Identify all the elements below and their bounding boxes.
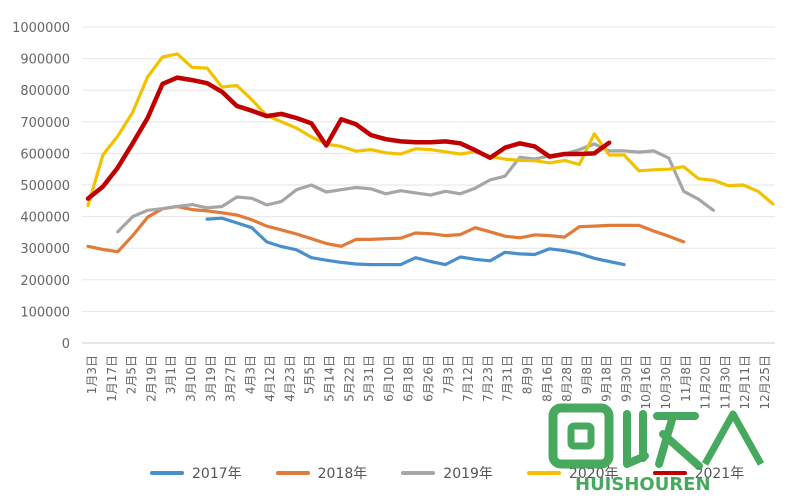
y-tick-label: 800000: [20, 84, 70, 99]
x-tick-label: 12月11日: [738, 355, 752, 410]
x-tick-label: 7月23日: [481, 355, 495, 402]
x-tick-label: 1月3日: [85, 355, 99, 394]
y-tick-label: 300000: [20, 242, 70, 257]
x-tick-label: 8月16日: [540, 355, 554, 402]
y-tick-label: 500000: [20, 179, 70, 194]
x-tick-label: 6月18日: [402, 355, 416, 402]
y-tick-label: 1000000: [12, 21, 70, 36]
legend-swatch-2019: [401, 471, 436, 475]
legend-label-2017: 2017年: [192, 466, 242, 482]
legend-item-2017: 2017年: [150, 463, 242, 483]
y-tick-label: 400000: [20, 211, 70, 226]
x-tick-label: 9月30日: [619, 355, 633, 402]
x-tick-label: 7月31日: [501, 355, 515, 402]
x-tick-label: 9月18日: [600, 355, 614, 402]
x-tick-label: 9月8日: [580, 355, 594, 394]
legend-swatch-2020: [526, 471, 561, 475]
x-tick-label: 3月27日: [224, 355, 238, 402]
x-tick-label: 4月3日: [243, 355, 257, 394]
x-tick-label: 11月8日: [679, 355, 693, 402]
y-tick-label: 600000: [20, 147, 70, 162]
x-tick-label: 7月3日: [441, 355, 455, 394]
legend-label-2019: 2019年: [443, 466, 493, 482]
x-tick-label: 8月9日: [520, 355, 534, 394]
x-tick-label: 5月14日: [323, 355, 337, 402]
legend-swatch-2021: [652, 471, 687, 475]
watermark-logo: HUISHOUREN: [548, 403, 765, 494]
x-tick-label: 5月22日: [342, 355, 356, 402]
series-lines: [85, 52, 775, 267]
legend: 2017年 2018年 2019年 2020年 2021年: [150, 463, 744, 483]
y-tick-label: 700000: [20, 116, 70, 131]
y-tick-label: 100000: [20, 305, 70, 320]
grid: [82, 26, 775, 344]
x-tick-label: 6月26日: [422, 355, 436, 402]
legend-label-2018: 2018年: [317, 466, 368, 482]
x-tick-label: 6月10日: [382, 355, 396, 402]
x-tick-label: 2月19日: [144, 355, 158, 402]
x-tick-label: 12月25日: [758, 355, 772, 410]
x-tick-label: 5月5日: [303, 355, 317, 394]
watermark-text: HUISHOUREN: [575, 474, 711, 494]
x-tick-label: 3月10日: [184, 355, 198, 402]
legend-item-2021: 2021年: [652, 463, 745, 483]
series-line-2021: [85, 75, 612, 201]
series-line-2019: [116, 142, 715, 234]
x-tick-label: 7月12日: [461, 355, 475, 402]
y-tick-label: 200000: [20, 274, 70, 289]
y-tick-label: 900000: [20, 53, 70, 68]
x-tick-label: 11月20日: [699, 355, 713, 410]
legend-item-2018: 2018年: [275, 463, 368, 483]
legend-item-2020: 2020年: [526, 463, 619, 483]
legend-label-2020: 2020年: [568, 466, 619, 482]
series-line-2017: [205, 216, 626, 267]
x-tick-label: 2月5日: [125, 355, 139, 394]
x-tick-label: 10月16日: [639, 355, 653, 410]
legend-label-2021: 2021年: [694, 466, 745, 482]
x-tick-label: 10月30日: [659, 355, 673, 410]
x-tick-label: 4月23日: [283, 355, 297, 402]
y-axis: 0 100000 200000 300000 400000 500000 600000 700…: [12, 21, 70, 352]
legend-swatch-2018: [275, 471, 310, 475]
x-tick-label: 3月1日: [164, 355, 178, 394]
x-tick-label: 1月17日: [105, 355, 119, 402]
x-tick-label: 3月19日: [204, 355, 218, 402]
legend-item-2019: 2019年: [401, 463, 493, 483]
x-tick-label: 8月28日: [560, 355, 574, 402]
legend-swatch-2017: [150, 471, 184, 475]
x-axis: 1月3日 1月17日 2月5日 2月19日 3月1日 3月10日 3月19日 3月27日 4月3…: [82, 342, 775, 410]
x-tick-label: 4月12日: [263, 355, 277, 402]
series-line-2018: [86, 204, 686, 254]
y-tick-label: 0: [62, 337, 70, 352]
series-line-2020: [86, 52, 775, 208]
x-tick-label: 5月31日: [362, 355, 376, 402]
x-tick-label: 11月30日: [718, 355, 732, 410]
